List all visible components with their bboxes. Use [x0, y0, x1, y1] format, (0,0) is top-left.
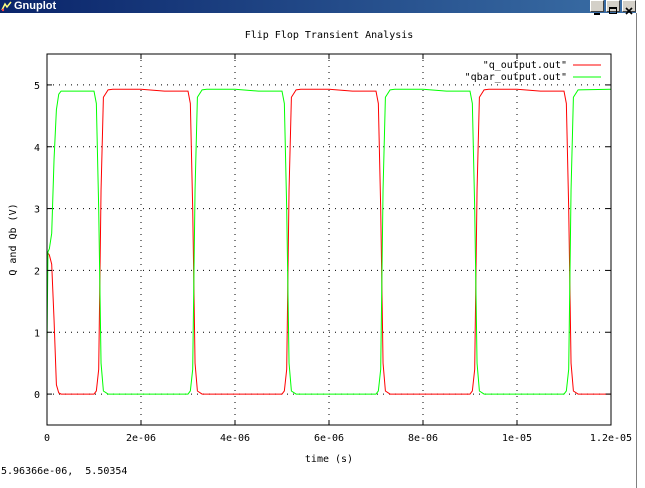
legend-label-1: "q_output.out" — [483, 60, 567, 71]
grid-lines — [47, 54, 611, 425]
x-tick-label: 1e-05 — [502, 433, 532, 444]
x-tick-label: 4e-06 — [220, 433, 250, 444]
x-tick-label: 2e-06 — [126, 433, 156, 444]
x-tick-label: 8e-06 — [408, 433, 438, 444]
window-title: Gnuplot — [14, 0, 57, 12]
close-icon — [625, 7, 633, 15]
y-tick-label: 2 — [34, 266, 40, 277]
y-tick-label: 4 — [34, 143, 40, 154]
cursor-coordinates: 5.96366e-06, 5.50354 — [1, 466, 128, 477]
chart-title: Flip Flop Transient Analysis — [245, 30, 414, 41]
plot-border — [46, 53, 612, 426]
maximize-button[interactable] — [606, 0, 620, 14]
y-axis-label: Q and Qb (V) — [8, 203, 19, 275]
title-bar[interactable]: Gnuplot — [0, 0, 636, 15]
x-tick-label: 0 — [44, 433, 50, 444]
window-frame-right — [636, 0, 645, 488]
window-frame-line — [636, 13, 637, 488]
y-tick-label: 5 — [34, 81, 40, 92]
y-tick-label: 3 — [34, 205, 40, 216]
maximize-icon — [609, 7, 617, 14]
status-bar: 5.96366e-06, 5.50354 — [0, 466, 636, 488]
close-button[interactable] — [622, 0, 636, 15]
series-line-2 — [46, 88, 612, 395]
x-tick-label: 1.2e-05 — [590, 433, 632, 444]
gnuplot-icon[interactable] — [1, 1, 12, 12]
minimize-button[interactable] — [590, 0, 604, 15]
plot-canvas[interactable]: Flip Flop Transient Analysis time (s) Q … — [0, 13, 636, 466]
axis-ticks: 0 1 2 3 4 5 0 2e-06 4e-06 6e-06 8e-06 1e-05 1.2e-05 — [34, 54, 632, 444]
window-controls — [588, 0, 636, 15]
series-layer — [46, 88, 612, 395]
y-tick-label: 1 — [34, 328, 40, 339]
y-tick-label: 0 — [34, 390, 40, 401]
x-axis-label: time (s) — [305, 454, 353, 465]
legend: "q_output.out""qbar_output.out" — [465, 60, 601, 83]
legend-label-2: "qbar_output.out" — [465, 72, 567, 83]
series-line-1 — [46, 88, 611, 395]
minimize-icon — [594, 13, 600, 15]
x-tick-label: 6e-06 — [314, 433, 344, 444]
